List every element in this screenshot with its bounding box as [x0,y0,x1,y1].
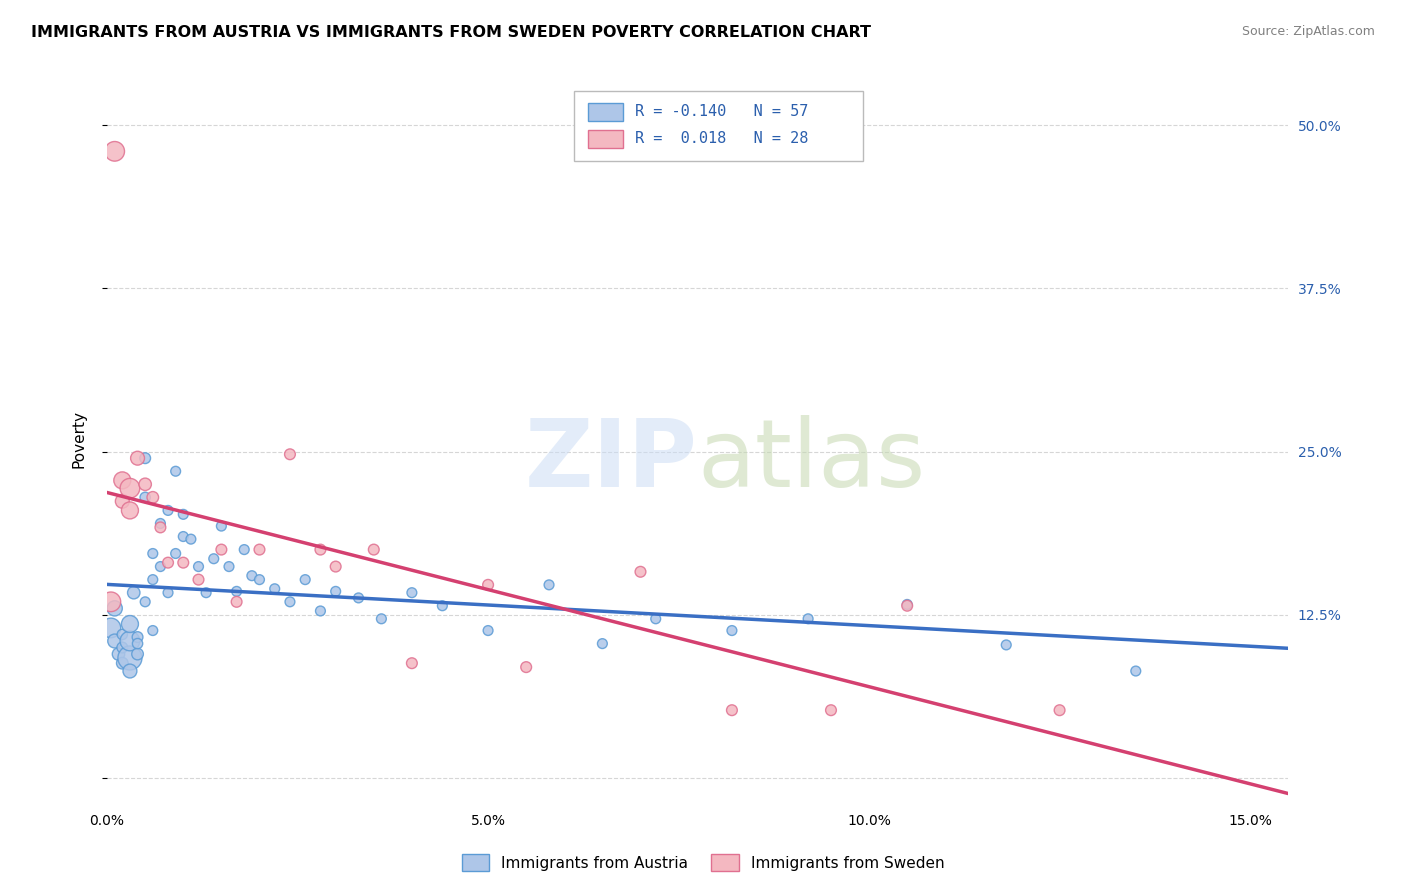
Point [122,585,145,599]
Point [537,578,560,592]
Point [325,584,347,599]
Point [100,595,122,609]
Point [127,637,149,651]
Point [100,621,122,635]
Point [370,612,392,626]
Point [134,491,156,505]
Point [142,547,165,561]
Point [134,451,156,466]
Point [249,573,271,587]
Point [477,624,499,638]
Point [104,601,127,615]
Point [172,529,194,543]
Point [111,494,134,508]
Point [134,595,156,609]
Point [111,627,134,641]
Point [111,656,134,670]
Point [187,573,209,587]
Point [127,451,149,466]
Point [127,630,149,644]
Point [127,647,149,661]
Point [118,617,141,632]
Point [797,612,820,626]
Point [432,599,454,613]
Text: R = -0.140   N = 57: R = -0.140 N = 57 [636,104,808,120]
Bar [588,129,623,148]
Point [157,556,180,570]
Point [165,547,187,561]
Point [209,519,232,533]
Point [820,703,842,717]
Point [309,542,332,557]
Point [142,624,165,638]
Y-axis label: Poverty: Poverty [72,409,86,467]
FancyBboxPatch shape [574,91,863,161]
Text: atlas: atlas [697,415,927,507]
Point [111,640,134,655]
Point [104,145,127,159]
Point [209,542,232,557]
Bar [588,103,623,121]
Point [294,573,316,587]
Point [896,599,918,613]
Point [263,582,285,596]
Point [187,559,209,574]
Point [149,516,172,531]
Point [325,559,347,574]
Point [218,559,240,574]
Legend: Immigrants from Austria, Immigrants from Sweden: Immigrants from Austria, Immigrants from… [456,848,950,877]
Point [225,584,247,599]
Point [401,585,423,599]
Point [1125,664,1147,678]
Point [118,481,141,495]
Point [630,565,652,579]
Point [363,542,385,557]
Point [118,664,141,678]
Text: R =  0.018   N = 28: R = 0.018 N = 28 [636,131,808,146]
Point [995,638,1018,652]
Point [157,585,180,599]
Point [401,656,423,670]
Text: IMMIGRANTS FROM AUSTRIA VS IMMIGRANTS FROM SWEDEN POVERTY CORRELATION CHART: IMMIGRANTS FROM AUSTRIA VS IMMIGRANTS FR… [31,25,870,40]
Point [157,503,180,517]
Point [165,464,187,478]
Point [142,573,165,587]
Point [134,477,156,491]
Point [591,637,613,651]
Point [309,604,332,618]
Point [278,595,301,609]
Point [721,703,744,717]
Text: Source: ZipAtlas.com: Source: ZipAtlas.com [1241,25,1375,38]
Point [896,598,918,612]
Point [202,551,225,566]
Point [111,474,134,488]
Point [172,556,194,570]
Point [180,532,202,546]
Point [644,612,666,626]
Point [149,520,172,534]
Point [249,542,271,557]
Point [104,634,127,648]
Point [347,591,370,605]
Point [118,651,141,665]
Point [118,634,141,648]
Point [142,491,165,505]
Point [278,447,301,461]
Point [195,585,218,599]
Point [721,624,744,638]
Point [477,578,499,592]
Point [515,660,537,674]
Point [172,508,194,522]
Point [107,647,129,661]
Point [225,595,247,609]
Point [233,542,256,557]
Point [149,559,172,574]
Point [240,568,263,582]
Point [118,503,141,517]
Point [1049,703,1071,717]
Text: ZIP: ZIP [524,415,697,507]
